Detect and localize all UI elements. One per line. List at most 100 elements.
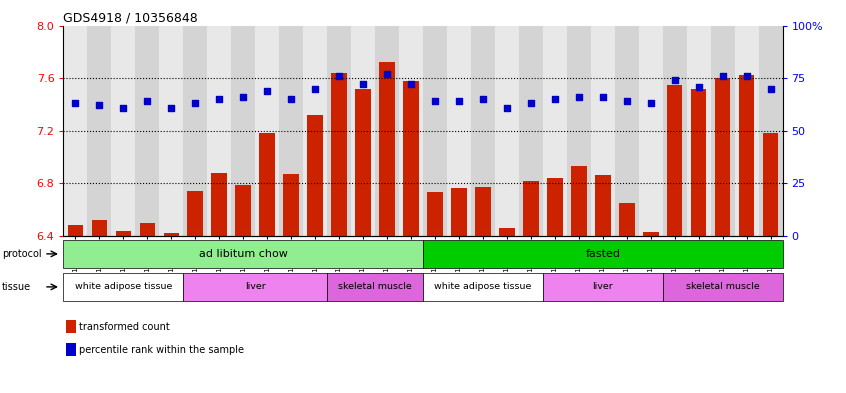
Text: ad libitum chow: ad libitum chow [199, 249, 288, 259]
Bar [66, 343, 76, 356]
Bar [68, 225, 83, 236]
Point [644, 100, 657, 107]
Bar [63, 26, 87, 236]
Point [739, 73, 753, 79]
Point [524, 100, 537, 107]
Point [69, 100, 82, 107]
Bar [66, 320, 76, 333]
Bar [355, 89, 371, 236]
Bar [615, 26, 639, 236]
Bar [140, 223, 155, 236]
Bar [63, 240, 423, 268]
Bar [212, 173, 227, 236]
Bar [739, 75, 755, 236]
Bar [87, 26, 112, 236]
Bar [547, 178, 563, 236]
Bar [283, 174, 299, 236]
Text: liver: liver [592, 283, 613, 291]
Bar [399, 26, 423, 236]
Bar [567, 26, 591, 236]
Point [332, 73, 346, 79]
Text: transformed count: transformed count [79, 321, 169, 332]
Point [548, 96, 562, 102]
Bar [423, 240, 783, 268]
Text: protocol: protocol [2, 249, 41, 259]
Point [620, 98, 634, 105]
Bar [184, 26, 207, 236]
Bar [543, 273, 662, 301]
Point [308, 85, 321, 92]
Bar [135, 26, 159, 236]
Point [428, 98, 442, 105]
Bar [63, 273, 184, 301]
Text: tissue: tissue [2, 282, 30, 292]
Bar [327, 26, 351, 236]
Point [117, 105, 130, 111]
Bar [759, 26, 783, 236]
Bar [471, 26, 495, 236]
Bar [734, 26, 759, 236]
Bar [404, 81, 419, 236]
Bar [571, 166, 586, 236]
Point [452, 98, 465, 105]
Bar [375, 26, 399, 236]
Point [380, 71, 393, 77]
Bar [423, 273, 543, 301]
Bar [691, 89, 706, 236]
Bar [231, 26, 255, 236]
Text: percentile rank within the sample: percentile rank within the sample [79, 345, 244, 355]
Point [92, 102, 106, 108]
Bar [91, 220, 107, 236]
Text: skeletal muscle: skeletal muscle [686, 283, 760, 291]
Bar [207, 26, 231, 236]
Bar [667, 84, 683, 236]
Bar [662, 273, 783, 301]
Bar [112, 26, 135, 236]
Point [404, 81, 418, 88]
Point [667, 77, 681, 83]
Bar [475, 187, 491, 236]
Text: liver: liver [244, 283, 266, 291]
Text: skeletal muscle: skeletal muscle [338, 283, 412, 291]
Bar [715, 78, 730, 236]
Text: white adipose tissue: white adipose tissue [74, 283, 172, 291]
Bar [423, 26, 447, 236]
Bar [639, 26, 662, 236]
Bar [763, 133, 778, 236]
Bar [188, 191, 203, 236]
Bar [519, 26, 543, 236]
Bar [116, 231, 131, 236]
Bar [643, 232, 658, 236]
Bar [279, 26, 303, 236]
Bar [332, 73, 347, 236]
Bar [619, 203, 634, 236]
Point [764, 85, 777, 92]
Bar [495, 26, 519, 236]
Text: white adipose tissue: white adipose tissue [434, 283, 531, 291]
Bar [543, 26, 567, 236]
Bar [591, 26, 615, 236]
Point [261, 88, 274, 94]
Point [212, 96, 226, 102]
Bar [327, 273, 423, 301]
Bar [303, 26, 327, 236]
Bar [255, 26, 279, 236]
Point [500, 105, 514, 111]
Point [476, 96, 490, 102]
Bar [595, 175, 611, 236]
Bar [184, 273, 327, 301]
Bar [711, 26, 734, 236]
Bar [447, 26, 471, 236]
Point [189, 100, 202, 107]
Text: GDS4918 / 10356848: GDS4918 / 10356848 [63, 12, 198, 25]
Point [140, 98, 154, 105]
Point [236, 94, 250, 100]
Bar [379, 62, 395, 236]
Bar [159, 26, 184, 236]
Point [596, 94, 609, 100]
Bar [351, 26, 375, 236]
Bar [163, 233, 179, 236]
Bar [260, 133, 275, 236]
Bar [307, 115, 323, 236]
Bar [499, 228, 514, 236]
